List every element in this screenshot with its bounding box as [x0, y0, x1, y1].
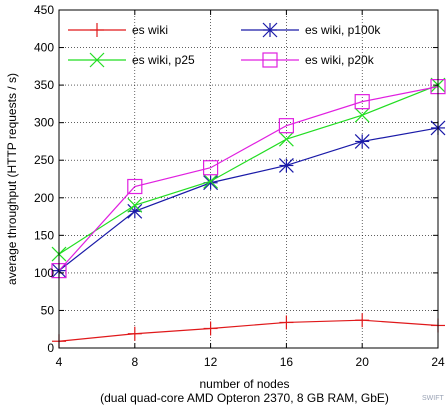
legend-item: es wiki [68, 23, 168, 37]
y-tick-label: 350 [34, 78, 54, 92]
data-point [354, 134, 370, 149]
legend-label: es wiki, p100k [305, 23, 381, 37]
data-point [127, 326, 142, 341]
marker-stroke [203, 160, 219, 176]
marker-stroke [354, 107, 370, 123]
x-tick-label: 4 [56, 355, 63, 369]
data-point [203, 321, 218, 336]
data-point [127, 178, 143, 195]
x-tick-label: 24 [431, 355, 445, 369]
marker-stroke [278, 158, 294, 173]
axis-ticks: 0 50 100 150 200 250 300 350 400 450 4 8 12 16 20 24 [34, 3, 445, 369]
y-tick-label: 300 [34, 116, 54, 130]
legend-label: es wiki [132, 23, 168, 37]
x-tick-label: 16 [280, 355, 294, 369]
data-point [354, 94, 370, 110]
marker-stroke [278, 131, 294, 147]
marker-stroke [354, 94, 370, 110]
data-point [278, 118, 294, 134]
legend-marker [89, 52, 105, 68]
data-point [355, 313, 370, 328]
x-tick-label: 20 [356, 355, 370, 369]
legend-item: es wiki, p100k [241, 22, 381, 38]
marker-stroke [127, 203, 143, 219]
grid-lines [59, 10, 438, 348]
legend-marker [90, 23, 104, 37]
y-tick-label: 0 [47, 341, 54, 355]
series-line-4 [58, 86, 439, 272]
series-line-3 [58, 84, 439, 255]
y-tick-label: 200 [34, 191, 54, 205]
legend-label: es wiki, p25 [132, 53, 195, 67]
x-tick-label: 12 [204, 355, 218, 369]
data-point [278, 131, 294, 147]
marker-stroke [89, 52, 105, 68]
y-axis-label: average throughput (HTTP requests / s) [5, 73, 19, 285]
data-point [354, 107, 370, 123]
series-line-2 [58, 127, 439, 272]
legend-marker [262, 22, 278, 38]
plot-frame [58, 9, 439, 349]
y-tick-label: 100 [34, 266, 54, 280]
marker-stroke [354, 134, 370, 149]
marker-stroke [262, 52, 278, 68]
legend-item: es wiki, p25 [68, 52, 195, 68]
data-point [203, 160, 219, 176]
x-tick-label: 8 [131, 355, 138, 369]
legend-marker [262, 52, 278, 68]
marker-stroke [262, 22, 278, 38]
x-axis-label: number of nodes [199, 377, 289, 391]
legend-item: es wiki, p20k [241, 52, 375, 68]
y-tick-label: 150 [34, 228, 54, 242]
marker-stroke [127, 178, 143, 195]
series-group [51, 77, 446, 349]
y-tick-label: 50 [41, 303, 55, 317]
marker-stroke [278, 118, 294, 134]
y-tick-label: 450 [34, 3, 54, 17]
y-tick-label: 250 [34, 153, 54, 167]
marker-stroke [203, 173, 219, 189]
watermark-signature: SWIFT [422, 395, 444, 402]
series-line-1 [58, 319, 439, 342]
data-point [278, 158, 294, 173]
y-tick-label: 400 [34, 41, 54, 55]
marker-stroke [127, 197, 143, 213]
data-point [127, 197, 143, 213]
data-point [127, 203, 143, 219]
legend-label: es wiki, p20k [305, 53, 375, 67]
legend: es wiki es wiki, p100k es wiki, p25 es wiki… [68, 22, 381, 68]
data-point [279, 315, 294, 330]
x-axis-label-detail: (dual quad-core AMD Opteron 2370, 8 GB R… [100, 391, 389, 405]
data-point [203, 173, 219, 189]
